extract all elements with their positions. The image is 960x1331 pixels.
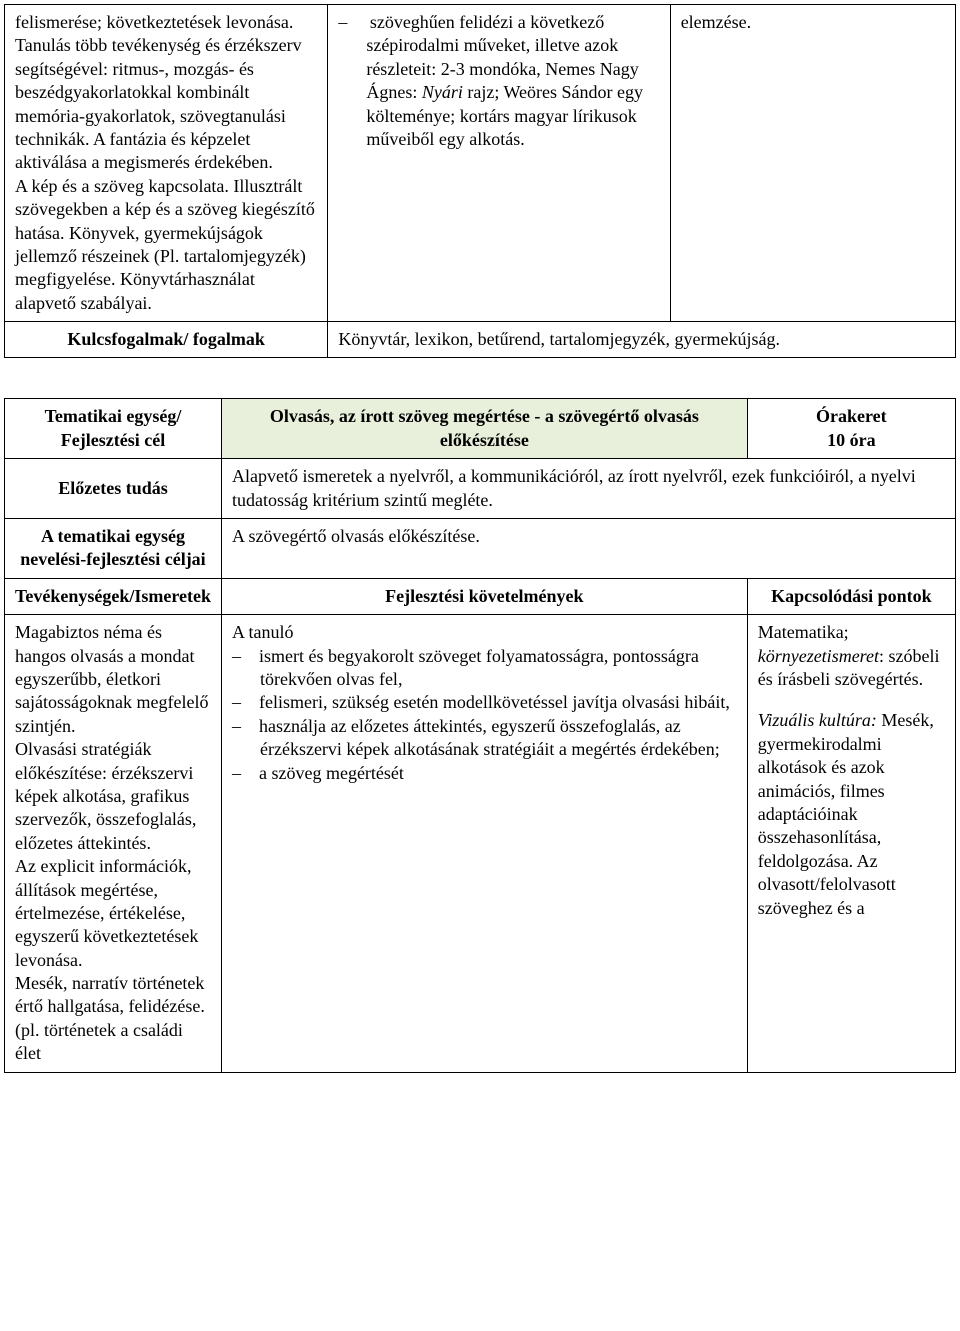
- cell-activities: felismerése; következtetések levonása. T…: [5, 5, 328, 322]
- table-curriculum-2: Tematikai egység/ Fejlesztési cél Olvasá…: [4, 398, 956, 1072]
- table-row: felismerése; következtetések levonása. T…: [5, 5, 956, 322]
- requirement-list: szöveghűen felidézi a következő szépirod…: [338, 11, 659, 151]
- requirement-list: ismert és begyakorolt szöveget folyamato…: [232, 645, 737, 785]
- cell-goals-label: A tematikai egység nevelési-fejlesztési …: [5, 519, 222, 579]
- paragraph: elemzése.: [681, 11, 945, 34]
- paragraph: Az explicit információk, állítások megér…: [15, 855, 211, 972]
- table-row: Tevékenységek/Ismeretek Fejlesztési köve…: [5, 578, 956, 614]
- paragraph: felismerése; következtetések levonása.: [15, 11, 317, 34]
- paragraph: A tanuló: [232, 621, 737, 644]
- cell-goals-value: A szövegértő olvasás előkészítése.: [221, 519, 955, 579]
- cell-activities-content: Magabiztos néma és hangos olvasás a mond…: [5, 615, 222, 1072]
- cell-thematic-unit-label: Tematikai egység/ Fejlesztési cél: [5, 399, 222, 459]
- table-row: Magabiztos néma és hangos olvasás a mond…: [5, 615, 956, 1072]
- paragraph: A kép és a szöveg kapcsolata. Illusztrál…: [15, 175, 317, 315]
- paragraph: Olvasási stratégiák előkészítése: érzéks…: [15, 738, 211, 855]
- paragraph: Vizuális kultúra: Mesék, gyermekirodalmi…: [758, 709, 945, 920]
- list-item: ismert és begyakorolt szöveget folyamato…: [232, 645, 737, 692]
- paragraph: Matematika; környezetismeret: szóbeli és…: [758, 621, 945, 691]
- cell-thematic-unit-title: Olvasás, az írott szöveg megértése - a s…: [221, 399, 747, 459]
- cell-prior-knowledge-label: Előzetes tudás: [5, 459, 222, 519]
- cell-timeframe: Órakeret 10 óra: [747, 399, 955, 459]
- cell-connections-content: Matematika; környezetismeret: szóbeli és…: [747, 615, 955, 1072]
- list-item: a szöveg megértését: [232, 762, 737, 785]
- paragraph: Tanulás több tevékenység és érzékszerv s…: [15, 34, 317, 174]
- cell-header-connections: Kapcsolódási pontok: [747, 578, 955, 614]
- cell-prior-knowledge-value: Alapvető ismeretek a nyelvről, a kommuni…: [221, 459, 955, 519]
- table-row: Kulcsfogalmak/ fogalmak Könyvtár, lexiko…: [5, 322, 956, 358]
- list-item: használja az előzetes áttekintés, egysze…: [232, 715, 737, 762]
- cell-header-activities: Tevékenységek/Ismeretek: [5, 578, 222, 614]
- cell-requirements: szöveghűen felidézi a következő szépirod…: [328, 5, 670, 322]
- cell-requirements-content: A tanuló ismert és begyakorolt szöveget …: [221, 615, 747, 1072]
- list-item: felismeri, szükség esetén modellkövetéss…: [232, 691, 737, 714]
- cell-connections: elemzése.: [670, 5, 955, 322]
- cell-key-concepts-value: Könyvtár, lexikon, betűrend, tartalomjeg…: [328, 322, 956, 358]
- table-curriculum-1: felismerése; következtetések levonása. T…: [4, 4, 956, 358]
- table-row: A tematikai egység nevelési-fejlesztési …: [5, 519, 956, 579]
- spacer: [758, 691, 945, 709]
- paragraph: Mesék, narratív történetek értő hallgatá…: [15, 972, 211, 1066]
- table-row: Előzetes tudás Alapvető ismeretek a nyel…: [5, 459, 956, 519]
- cell-key-concepts-label: Kulcsfogalmak/ fogalmak: [5, 322, 328, 358]
- cell-header-requirements: Fejlesztési követelmények: [221, 578, 747, 614]
- list-item: szöveghűen felidézi a következő szépirod…: [338, 11, 659, 151]
- table-row: Tematikai egység/ Fejlesztési cél Olvasá…: [5, 399, 956, 459]
- paragraph: Magabiztos néma és hangos olvasás a mond…: [15, 621, 211, 738]
